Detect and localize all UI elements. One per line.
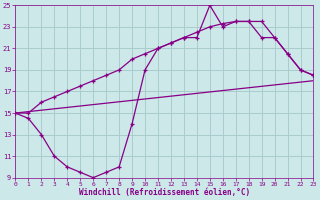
X-axis label: Windchill (Refroidissement éolien,°C): Windchill (Refroidissement éolien,°C): [79, 188, 250, 197]
